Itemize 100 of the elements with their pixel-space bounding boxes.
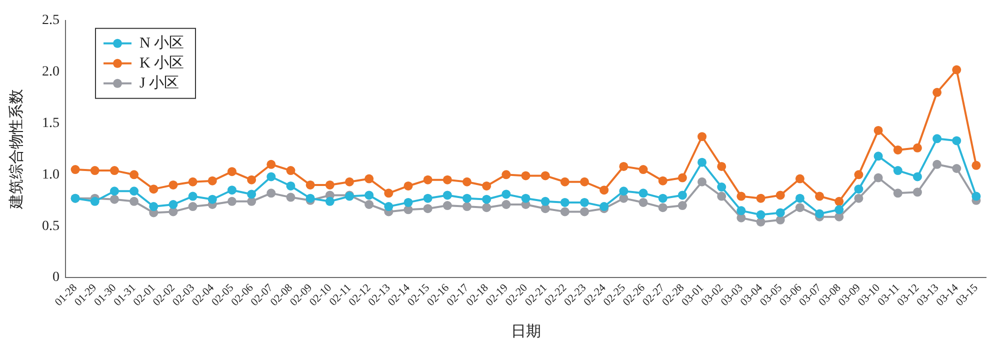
point — [854, 184, 864, 194]
point — [188, 177, 198, 186]
point — [874, 126, 883, 135]
point — [286, 192, 296, 202]
point — [442, 175, 452, 184]
point — [325, 196, 334, 206]
point — [932, 160, 942, 169]
y-tick-label: 2.0 — [42, 64, 60, 80]
point — [717, 182, 726, 192]
point — [698, 158, 707, 167]
point — [364, 200, 374, 209]
point — [678, 201, 687, 210]
point — [874, 152, 883, 161]
point — [130, 186, 139, 196]
point — [776, 190, 785, 200]
point — [482, 194, 492, 204]
point — [188, 202, 198, 212]
point — [286, 181, 296, 190]
point — [619, 186, 628, 196]
point — [698, 177, 707, 186]
point — [638, 188, 648, 198]
point — [678, 190, 687, 200]
point — [815, 192, 824, 201]
point — [560, 177, 570, 186]
point — [462, 194, 472, 203]
point — [423, 204, 432, 214]
point — [834, 196, 844, 206]
legend-label: J 小区 — [140, 74, 180, 92]
y-tick-label: 0.5 — [42, 218, 60, 234]
point — [619, 162, 628, 171]
point — [110, 186, 119, 196]
point — [540, 171, 550, 180]
point — [698, 132, 707, 142]
point — [423, 175, 432, 184]
point — [736, 206, 746, 216]
point — [795, 203, 804, 212]
point — [462, 202, 472, 212]
y-tick-label: 1.5 — [42, 116, 60, 131]
point — [247, 190, 256, 199]
point — [110, 166, 119, 176]
point — [149, 184, 158, 194]
point — [482, 203, 492, 212]
point — [364, 174, 374, 184]
point — [912, 172, 922, 182]
point — [854, 194, 864, 203]
point — [521, 194, 530, 203]
point — [893, 145, 902, 154]
point — [932, 134, 942, 144]
point — [266, 188, 276, 198]
point — [404, 181, 413, 190]
point — [70, 165, 80, 174]
point — [247, 175, 256, 184]
point — [130, 196, 139, 206]
x-axis-title: 日期 — [510, 322, 541, 340]
point — [208, 176, 217, 186]
point — [600, 186, 609, 195]
point — [893, 188, 902, 198]
point — [482, 181, 492, 190]
point — [678, 173, 687, 182]
point — [227, 196, 236, 206]
point — [364, 190, 374, 200]
point — [266, 160, 276, 169]
y-tick-label: 1.0 — [42, 167, 60, 182]
point — [442, 190, 452, 200]
point — [580, 207, 590, 216]
point — [893, 166, 902, 176]
point — [110, 194, 119, 204]
point — [188, 192, 198, 201]
point — [502, 170, 511, 180]
point — [286, 166, 296, 176]
point — [952, 136, 962, 146]
point — [717, 192, 726, 201]
point — [227, 167, 236, 176]
y-tick-label: 0 — [52, 270, 60, 286]
point — [638, 198, 648, 207]
legend-label: K 小区 — [140, 54, 184, 72]
point — [502, 190, 511, 199]
point — [736, 192, 746, 201]
point — [502, 200, 511, 209]
point — [912, 188, 922, 197]
point — [227, 186, 236, 195]
point — [404, 198, 413, 207]
point — [149, 202, 158, 212]
point — [266, 172, 276, 182]
point — [638, 165, 648, 174]
point — [208, 194, 217, 204]
point — [972, 192, 981, 201]
point — [540, 196, 550, 206]
point — [462, 177, 472, 186]
point — [423, 194, 432, 203]
legend-label: N 小区 — [140, 34, 184, 52]
point — [658, 203, 668, 212]
point — [580, 198, 590, 207]
point — [130, 170, 139, 180]
point — [560, 207, 570, 216]
point — [658, 176, 668, 186]
point — [344, 177, 354, 186]
point — [717, 162, 726, 171]
point — [90, 166, 100, 176]
point — [756, 194, 766, 203]
